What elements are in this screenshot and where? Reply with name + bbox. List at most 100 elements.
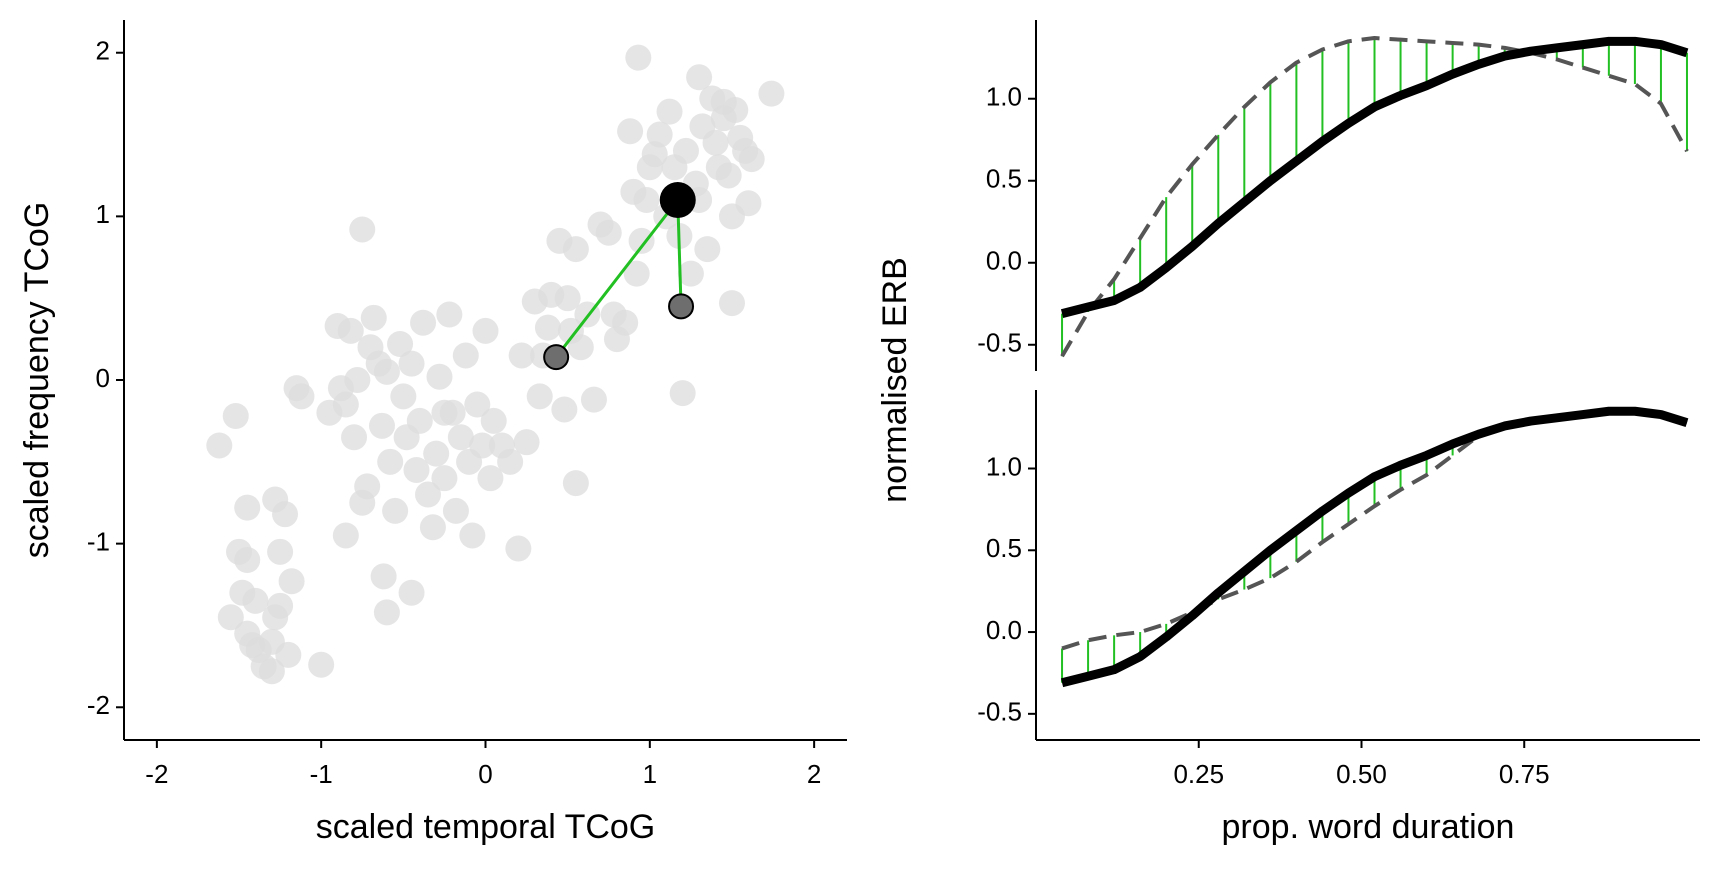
- point: [370, 563, 397, 590]
- point: [452, 342, 479, 369]
- point: [272, 501, 299, 528]
- point: [702, 129, 729, 156]
- x-axis-label: scaled temporal TCoG: [316, 808, 656, 846]
- point: [242, 587, 269, 614]
- y-tick-label: -0.5: [977, 328, 1022, 358]
- point: [534, 314, 561, 341]
- point: [398, 579, 425, 606]
- point: [360, 304, 387, 331]
- point: [672, 137, 699, 164]
- neighbor-point: [668, 293, 695, 320]
- point: [617, 118, 644, 145]
- y-tick-label: 0.0: [986, 246, 1022, 276]
- y-tick-label: -2: [87, 690, 110, 720]
- point: [341, 424, 368, 451]
- point: [567, 334, 594, 361]
- point: [464, 391, 491, 418]
- point: [718, 203, 745, 230]
- point: [431, 399, 458, 426]
- point: [562, 236, 589, 263]
- point: [349, 216, 376, 243]
- point: [382, 497, 409, 524]
- point: [469, 432, 496, 459]
- point: [459, 522, 486, 549]
- point: [551, 396, 578, 423]
- point: [410, 309, 437, 336]
- point: [337, 317, 364, 344]
- point: [669, 380, 696, 407]
- point: [625, 44, 652, 71]
- point: [710, 88, 737, 115]
- point: [377, 448, 404, 475]
- y-tick-label: 2: [96, 36, 110, 66]
- point: [406, 407, 433, 434]
- point: [332, 522, 359, 549]
- point: [677, 260, 704, 287]
- y-tick-label: 1: [96, 199, 110, 229]
- point: [612, 309, 639, 336]
- point: [423, 440, 450, 467]
- comparison-line: [1060, 36, 1689, 358]
- point: [344, 367, 371, 393]
- point: [368, 412, 395, 439]
- x-tick-label: -2: [145, 759, 168, 789]
- y-tick-label: -1: [87, 527, 110, 557]
- x-tick-label: 0.75: [1499, 759, 1550, 789]
- target-line: [1060, 36, 1689, 318]
- point: [715, 162, 742, 189]
- point: [275, 641, 302, 668]
- point: [217, 604, 244, 631]
- point: [206, 432, 233, 459]
- x-tick-label: 0.50: [1336, 759, 1387, 789]
- point: [738, 146, 765, 173]
- point: [580, 386, 607, 413]
- point: [308, 651, 335, 678]
- point: [656, 98, 683, 125]
- point: [387, 331, 414, 357]
- point: [508, 342, 535, 369]
- point: [595, 219, 622, 246]
- x-tick-label: 0.25: [1173, 759, 1224, 789]
- x-tick-label: 1: [643, 759, 657, 789]
- point: [288, 383, 315, 410]
- y-tick-label: -0.5: [977, 697, 1022, 727]
- point: [267, 592, 294, 619]
- point: [403, 457, 430, 483]
- x-tick-label: -1: [310, 759, 333, 789]
- point: [628, 227, 655, 254]
- point: [234, 547, 261, 573]
- point: [390, 383, 417, 410]
- point: [497, 448, 524, 475]
- point: [447, 424, 474, 451]
- point: [554, 285, 581, 312]
- y-tick-label: 1.0: [986, 451, 1022, 481]
- target-point: [659, 182, 696, 218]
- point: [436, 301, 463, 328]
- point: [373, 599, 400, 626]
- x-tick-label: 0: [478, 759, 492, 789]
- point: [426, 363, 453, 390]
- point: [758, 80, 785, 107]
- point: [278, 568, 305, 595]
- neighbor-point: [543, 344, 570, 371]
- y-tick-label: 0.0: [986, 615, 1022, 645]
- y-tick-label: 1.0: [986, 82, 1022, 112]
- point: [373, 358, 400, 385]
- point: [419, 514, 446, 541]
- point: [623, 260, 650, 287]
- point: [646, 121, 673, 148]
- y-tick-label: 0.5: [986, 533, 1022, 563]
- point: [332, 391, 359, 418]
- point: [526, 383, 553, 410]
- point: [258, 658, 285, 685]
- comparison-line: [1061, 409, 1688, 651]
- point: [267, 538, 294, 565]
- y-axis-label: normalised ERB: [876, 257, 914, 503]
- point: [222, 403, 249, 429]
- point: [718, 290, 745, 317]
- point: [686, 64, 713, 91]
- point: [442, 497, 469, 524]
- x-axis-label: prop. word duration: [1222, 808, 1515, 846]
